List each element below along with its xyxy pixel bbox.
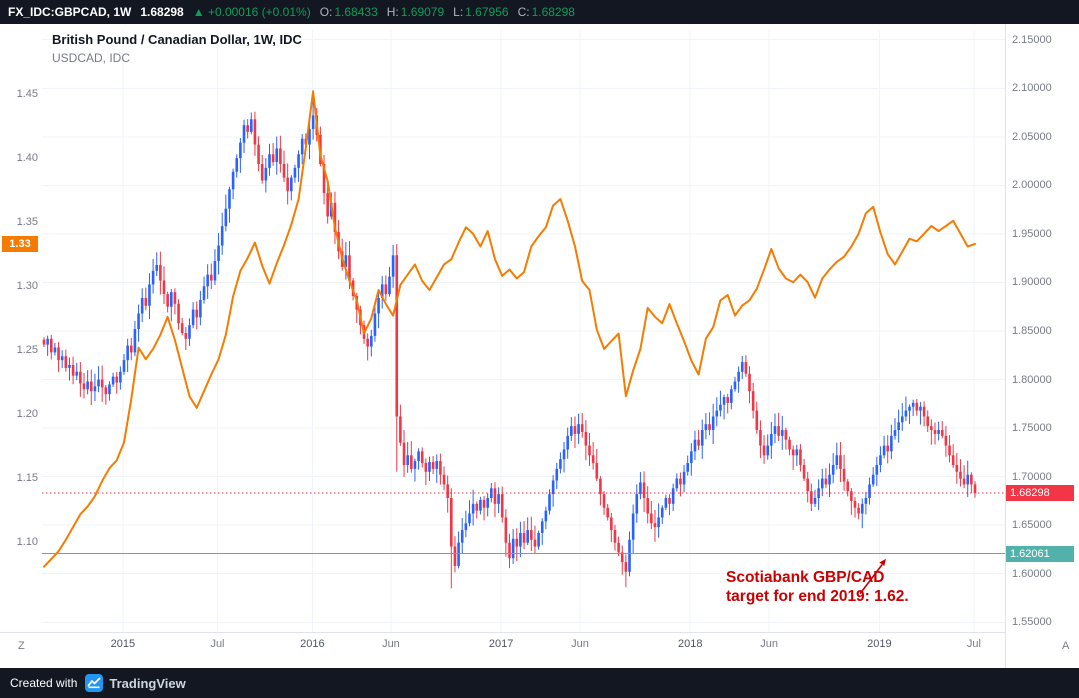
last-price: 1.68298 <box>140 5 184 19</box>
right-axis-label: 1.55000 <box>1012 616 1052 629</box>
time-axis-label: 2018 <box>677 638 703 650</box>
tradingview-logo[interactable]: TradingView <box>85 674 186 692</box>
right-axis-label: 1.60000 <box>1012 567 1052 580</box>
left-axis-label: 1.20 <box>16 408 38 421</box>
price-change: ▲ +0.00016 (+0.01%) <box>192 5 311 19</box>
gbpcad-candlestick-series <box>42 90 977 589</box>
time-axis-label: 2016 <box>300 638 325 650</box>
ohlc-open: O: 1.68433 <box>320 5 378 19</box>
usdcad-line-series <box>43 90 976 568</box>
right-axis-label: 2.10000 <box>1012 82 1052 95</box>
chart-legend: British Pound / Canadian Dollar, 1W, IDC… <box>52 32 302 65</box>
low-label: L: <box>453 5 464 19</box>
legend-main-series[interactable]: British Pound / Canadian Dollar, 1W, IDC <box>52 32 302 47</box>
time-axis-label: Jun <box>382 638 400 650</box>
left-axis-label: 1.45 <box>16 88 38 101</box>
ohlc-high: H: 1.69079 <box>387 5 444 19</box>
price-chart[interactable] <box>0 24 1079 668</box>
time-axis-label: Jul <box>210 638 225 650</box>
high-label: H: <box>386 5 399 19</box>
symbol-header: FX_IDC:GBPCAD, 1W 1.68298 ▲ +0.00016 (+0… <box>0 0 1079 24</box>
time-axis-label: 2017 <box>488 638 514 650</box>
left-axis-label: 1.25 <box>16 344 38 357</box>
annotation-line1: Scotiabank GBP/CAD <box>726 569 885 586</box>
gbpcad-price-badge: 1.68298 <box>1006 485 1074 502</box>
symbol-title[interactable]: FX_IDC:GBPCAD, 1W <box>8 5 132 19</box>
right-axis-label: 2.15000 <box>1012 33 1052 46</box>
right-axis-label: 1.85000 <box>1012 325 1052 337</box>
right-axis-label: 1.95000 <box>1012 227 1052 240</box>
close-label: C: <box>517 5 530 19</box>
high-value: 1.69079 <box>400 5 445 19</box>
right-axis-label: 2.05000 <box>1012 130 1052 143</box>
time-axis-label: Jul <box>966 638 981 650</box>
close-value: 1.68298 <box>531 5 575 19</box>
tradingview-wordmark: TradingView <box>109 675 186 691</box>
tradingview-icon <box>85 674 104 692</box>
left-axis-label: 1.35 <box>16 216 38 229</box>
right-axis-label: 1.80000 <box>1012 373 1052 386</box>
right-axis-label: 1.75000 <box>1012 422 1052 435</box>
grid-lines <box>42 30 1005 632</box>
time-axis-label: 2019 <box>867 638 892 650</box>
left-axis-label: 1.30 <box>16 280 38 293</box>
right-axis-label: 1.65000 <box>1012 519 1052 532</box>
right-axis-label: 2.00000 <box>1012 179 1052 192</box>
open-value: 1.68433 <box>334 5 378 19</box>
annotation-line2: target for end 2019: 1.62. <box>726 587 909 605</box>
legend-overlay-series[interactable]: USDCAD, IDC <box>52 51 131 65</box>
timezone-button[interactable]: Z <box>18 640 25 652</box>
ohlc-low: L: 1.67956 <box>453 5 508 19</box>
usdcad-price-badge: 1.33 <box>2 235 38 252</box>
right-axis-label: 1.90000 <box>1012 276 1052 289</box>
price-levels <box>42 492 1005 555</box>
axis-borders <box>0 24 1006 668</box>
left-axis-label: 1.10 <box>16 536 38 549</box>
annotation-arrow <box>859 558 886 595</box>
left-axis-label: 1.40 <box>16 152 38 165</box>
analyst-annotation: Scotiabank GBP/CAD target for end 2019: … <box>726 569 909 607</box>
open-label: O: <box>319 5 333 19</box>
created-with-text: Created with <box>10 676 78 690</box>
right-axis-label: 1.70000 <box>1012 470 1052 483</box>
ohlc-close: C: 1.68298 <box>518 5 575 19</box>
left-axis-label: 1.15 <box>16 472 38 485</box>
auto-scale-button[interactable]: A <box>1062 640 1070 652</box>
low-value: 1.67956 <box>465 5 509 19</box>
target-level-badge: 1.62061 <box>1006 545 1074 562</box>
chart-area[interactable]: British Pound / Canadian Dollar, 1W, IDC… <box>0 24 1079 668</box>
time-axis-label: 2015 <box>110 638 136 650</box>
time-axis-label: Jun <box>760 638 779 650</box>
footer-bar: Created with TradingView <box>0 668 1079 698</box>
time-axis-label: Jun <box>571 638 589 650</box>
